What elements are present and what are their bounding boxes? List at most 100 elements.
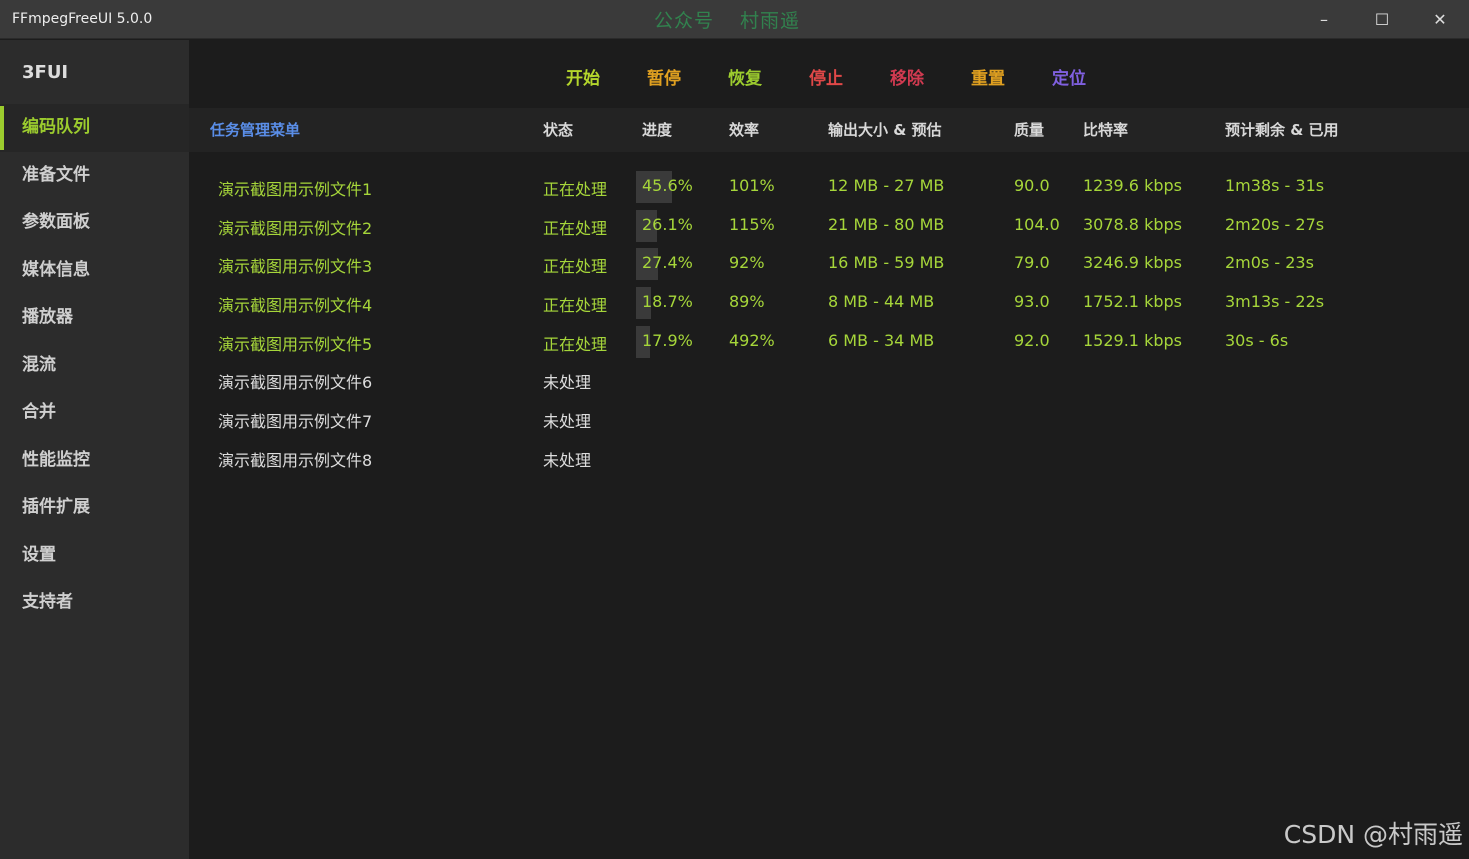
cell-progress: 26.1% xyxy=(642,214,693,234)
sidebar-item[interactable]: 插件扩展 xyxy=(22,497,90,517)
table-row[interactable]: 演示截图用示例文件7 未处理 xyxy=(189,400,1469,439)
sidebar-item[interactable]: 支持者 xyxy=(22,592,73,612)
toolbar-button[interactable]: 停止 xyxy=(809,69,843,89)
cell-quality: 104.0 xyxy=(1014,214,1060,234)
progress-fill xyxy=(636,248,658,281)
sidebar: 3FUI 编码队列准备文件参数面板媒体信息播放器混流合并性能监控插件扩展设置支持… xyxy=(0,40,189,859)
cell-name: 演示截图用示例文件8 xyxy=(218,450,373,470)
sidebar-item[interactable]: 编码队列 xyxy=(0,104,189,152)
cell-status: 正在处理 xyxy=(543,218,608,238)
toolbar-button[interactable]: 开始 xyxy=(566,69,600,89)
cell-status: 未处理 xyxy=(543,412,592,432)
sidebar-item[interactable]: 合并 xyxy=(22,402,56,422)
sidebar-item[interactable]: 参数面板 xyxy=(22,212,90,232)
sidebar-item[interactable]: 混流 xyxy=(22,354,56,375)
maximize-button[interactable]: ☐ xyxy=(1374,10,1390,29)
toolbar: 开始 暂停 恢复 停止 移除 重置 定位 xyxy=(189,40,1469,108)
progress-bar xyxy=(636,171,716,203)
toolbar-button[interactable]: 恢复 xyxy=(728,69,762,89)
cell-efficiency: 492% xyxy=(729,330,775,350)
app-title: FFmpegFreeUI 5.0.0 xyxy=(12,11,153,27)
table-row[interactable]: 演示截图用示例文件2 正在处理 26.1% 115% 21 MB - 80 MB 104.… xyxy=(189,207,1469,246)
toolbar-button[interactable]: 暂停 xyxy=(647,69,681,89)
cell-size: 21 MB - 80 MB xyxy=(828,214,945,234)
cell-efficiency: 115% xyxy=(729,214,775,234)
progress-bar xyxy=(636,325,716,358)
cell-size: 16 MB - 59 MB xyxy=(828,253,945,273)
cell-quality: 92.0 xyxy=(1014,330,1050,350)
cell-size: 12 MB - 27 MB xyxy=(828,176,945,195)
minimize-button[interactable]: – xyxy=(1320,10,1328,29)
cell-time: 1m38s - 31s xyxy=(1225,176,1325,195)
sidebar-item[interactable]: 媒体信息 xyxy=(22,259,90,280)
cell-name: 演示截图用示例文件4 xyxy=(218,296,373,316)
cell-status: 正在处理 xyxy=(543,334,608,354)
close-button[interactable]: ✕ xyxy=(1433,10,1447,29)
table-row[interactable]: 演示截图用示例文件8 未处理 xyxy=(189,439,1469,478)
cell-status: 未处理 xyxy=(543,373,592,393)
toolbar-button[interactable]: 重置 xyxy=(971,69,1005,89)
cell-time: 3m13s - 22s xyxy=(1225,292,1325,312)
sidebar-item[interactable]: 准备文件 xyxy=(22,164,90,185)
cell-time: 2m0s - 23s xyxy=(1225,253,1314,273)
cell-bitrate: 3078.8 kbps xyxy=(1083,214,1182,234)
column-header[interactable]: 进度 xyxy=(642,121,673,139)
toolbar-button[interactable]: 定位 xyxy=(1052,69,1086,89)
column-header[interactable]: 比特率 xyxy=(1083,121,1129,139)
cell-status: 正在处理 xyxy=(543,257,608,277)
cell-bitrate: 1752.1 kbps xyxy=(1083,292,1182,312)
cell-name: 演示截图用示例文件5 xyxy=(218,334,373,354)
cell-efficiency: 101% xyxy=(729,176,775,195)
cell-quality: 79.0 xyxy=(1014,253,1050,273)
title-bar: FFmpegFreeUI 5.0.0 公众号 村雨遥 – ☐ ✕ xyxy=(0,0,1469,39)
sidebar-item[interactable]: 播放器 xyxy=(22,307,73,327)
table-row[interactable]: 演示截图用示例文件6 未处理 xyxy=(189,361,1469,400)
cell-bitrate: 1239.6 kbps xyxy=(1083,176,1182,195)
cell-time: 2m20s - 27s xyxy=(1225,214,1325,234)
column-header[interactable]: 质量 xyxy=(1014,121,1045,139)
cell-name: 演示截图用示例文件2 xyxy=(218,218,373,238)
progress-fill xyxy=(636,171,673,203)
cell-name: 演示截图用示例文件6 xyxy=(218,373,373,393)
column-header[interactable]: 预计剩余 & 已用 xyxy=(1225,121,1339,139)
cell-size: 8 MB - 44 MB xyxy=(828,292,935,312)
watermark-text: 公众号 xyxy=(654,10,715,32)
table-row[interactable]: 演示截图用示例文件4 正在处理 18.7% 89% 8 MB - 44 MB 93.0 17… xyxy=(189,284,1469,323)
sidebar-item[interactable]: 设置 xyxy=(22,544,56,565)
cell-status: 正在处理 xyxy=(543,296,608,316)
cell-quality: 90.0 xyxy=(1014,176,1050,195)
table-row[interactable]: 演示截图用示例文件3 正在处理 27.4% 92% 16 MB - 59 MB 79.0 3… xyxy=(189,245,1469,284)
cell-time: 30s - 6s xyxy=(1225,330,1289,350)
cell-name: 演示截图用示例文件7 xyxy=(218,412,373,432)
progress-bar xyxy=(636,209,716,242)
progress-fill xyxy=(636,325,651,358)
progress-bar xyxy=(636,248,716,281)
cell-bitrate: 3246.9 kbps xyxy=(1083,253,1182,273)
brand-logo: 3FUI xyxy=(22,62,69,83)
watermark-text: 村雨遥 xyxy=(740,10,801,32)
cell-efficiency: 92% xyxy=(729,253,765,273)
cell-bitrate: 1529.1 kbps xyxy=(1083,330,1182,350)
table-row[interactable]: 演示截图用示例文件1 正在处理 45.6% 101% 12 MB - 27 MB 90.0… xyxy=(189,168,1469,207)
column-header[interactable]: 状态 xyxy=(543,121,574,139)
cell-name: 演示截图用示例文件3 xyxy=(218,257,373,277)
table-row[interactable]: 演示截图用示例文件5 正在处理 17.9% 492% 6 MB - 34 MB 92.0 1… xyxy=(189,323,1469,362)
csdn-watermark: CSDN @村雨遥 xyxy=(1283,820,1463,849)
cell-efficiency: 89% xyxy=(729,292,765,312)
progress-fill xyxy=(636,209,657,242)
cell-progress: 17.9% xyxy=(642,330,693,350)
task-menu-button[interactable]: 任务管理菜单 xyxy=(210,121,301,139)
cell-progress: 27.4% xyxy=(642,253,693,273)
cell-status: 正在处理 xyxy=(543,180,608,199)
cell-quality: 93.0 xyxy=(1014,292,1050,312)
toolbar-button[interactable]: 移除 xyxy=(890,69,924,89)
cell-name: 演示截图用示例文件1 xyxy=(218,180,373,199)
progress-fill xyxy=(636,287,651,320)
column-header[interactable]: 输出大小 & 预估 xyxy=(828,121,942,139)
progress-bar xyxy=(636,287,716,320)
sidebar-item[interactable]: 性能监控 xyxy=(22,449,90,470)
cell-status: 未处理 xyxy=(543,450,592,470)
column-header[interactable]: 效率 xyxy=(729,121,760,139)
cell-progress: 18.7% xyxy=(642,292,693,312)
main-panel: 开始 暂停 恢复 停止 移除 重置 定位 任务管理菜单 状态 进度 效率 输出大小 & 预估 质量 比… xyxy=(189,40,1469,859)
